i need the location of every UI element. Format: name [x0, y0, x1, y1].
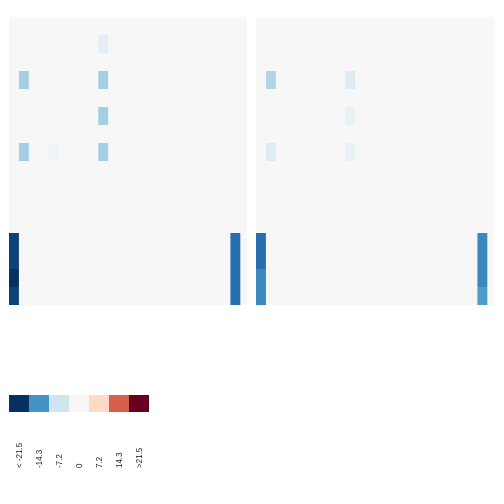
legend-swatch — [129, 395, 149, 412]
heatmap-cell — [9, 251, 19, 269]
legend-label: 7.2 — [95, 456, 104, 468]
legend-label: -7.2 — [55, 454, 64, 468]
heatmap-cell — [18, 143, 29, 161]
heatmap-cell — [477, 251, 488, 269]
heatmap-cell — [345, 143, 356, 161]
heatmap-cell — [48, 143, 59, 161]
heatmap-cell — [98, 35, 109, 53]
heatmap-cell — [477, 269, 488, 287]
legend-swatch — [69, 395, 89, 412]
heatmap-cell — [230, 233, 241, 251]
heatmap-cell — [98, 143, 109, 161]
legend-swatch — [49, 395, 69, 412]
legend-swatch — [109, 395, 129, 412]
heatmap-cell — [230, 251, 241, 269]
legend-label: >21.5 — [135, 447, 144, 468]
panel-background — [9, 17, 247, 305]
heatmap-cell — [345, 107, 356, 125]
heatmap-cell — [345, 71, 356, 89]
legend-label: 0 — [75, 463, 84, 468]
heatmap-cell — [98, 71, 109, 89]
heatmap-panel-left — [9, 17, 247, 305]
heatmap-cell — [256, 233, 266, 251]
heatmap-panel-right — [256, 17, 494, 305]
heatmap-cell — [256, 287, 266, 305]
heatmap-cell — [18, 71, 29, 89]
heatmap-cell — [477, 233, 488, 251]
heatmap-cell — [9, 269, 19, 287]
legend-swatch — [89, 395, 109, 412]
color-legend: < -21.5 -14.3 -7.2 0 7.2 14.3 >21.5 — [9, 395, 149, 468]
heatmap-cell — [9, 287, 19, 305]
legend-label: < -21.5 — [15, 442, 24, 468]
heatmap-cell — [9, 233, 19, 251]
legend-label: -14.3 — [35, 449, 44, 468]
heatmap-cell — [256, 251, 266, 269]
heatmap-cell — [98, 107, 109, 125]
heatmap-cell — [230, 269, 241, 287]
heatmap-cell — [265, 143, 276, 161]
heatmap-cell — [256, 269, 266, 287]
panel-background — [256, 17, 494, 305]
legend-swatch — [29, 395, 49, 412]
legend-swatch — [9, 395, 29, 412]
heatmap-cell — [477, 287, 488, 305]
heatmap-cell — [230, 287, 241, 305]
legend-label: 14.3 — [115, 452, 124, 468]
heatmap-cell — [265, 71, 276, 89]
